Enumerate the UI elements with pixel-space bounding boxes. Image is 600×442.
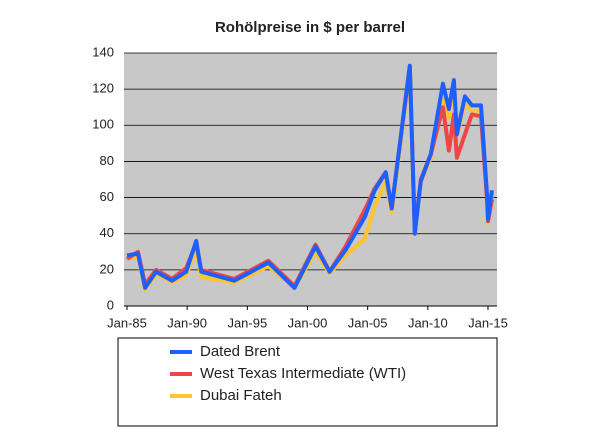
y-tick-label: 0 [107,297,114,312]
x-tick-label: Jan-15 [468,315,508,330]
y-tick-label: 60 [100,189,114,204]
x-tick-label: Jan-90 [167,315,207,330]
x-tick-label: Jan-00 [288,315,328,330]
y-tick-label: 20 [100,261,114,276]
y-tick-label: 140 [92,44,114,59]
chart-title: Rohölpreise in $ per barrel [215,19,405,36]
legend-label: Dubai Fateh [200,387,282,404]
legend-label: West Texas Intermediate (WTI) [200,365,406,382]
x-tick-label: Jan-05 [348,315,388,330]
y-tick-label: 80 [100,153,114,168]
legend-label: Dated Brent [200,343,281,360]
y-tick-label: 120 [92,81,114,96]
x-tick-label: Jan-85 [107,315,147,330]
y-tick-label: 100 [92,117,114,132]
x-tick-label: Jan-10 [408,315,448,330]
y-tick-label: 40 [100,225,114,240]
x-tick-label: Jan-95 [227,315,267,330]
series-line [126,63,494,290]
